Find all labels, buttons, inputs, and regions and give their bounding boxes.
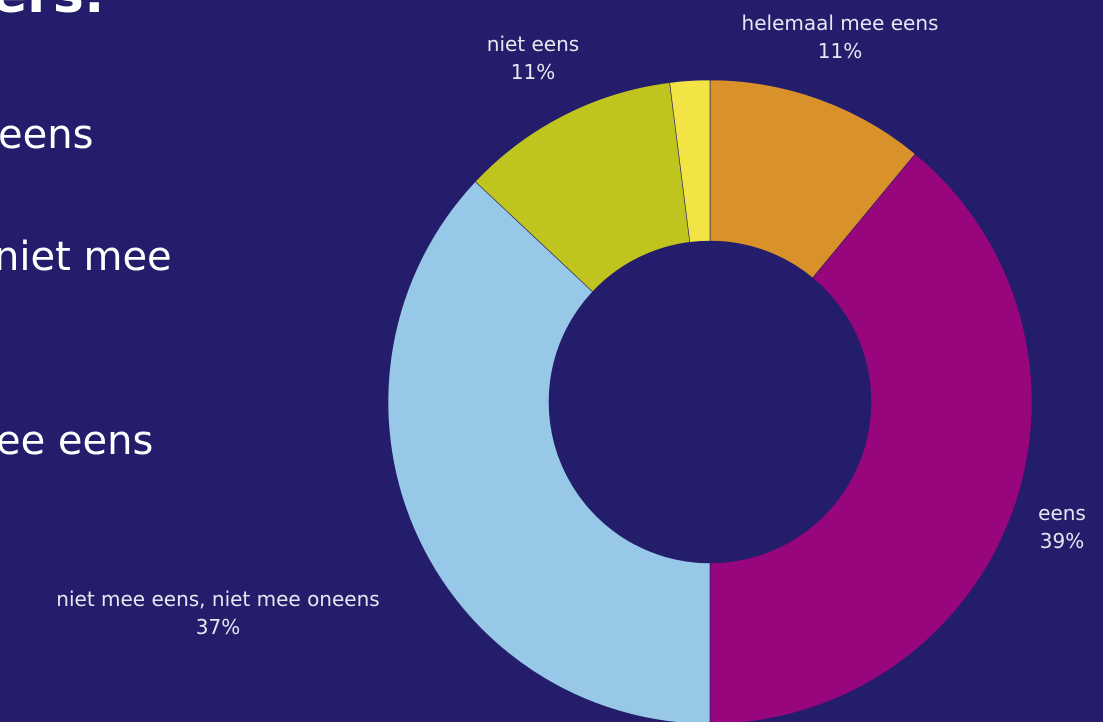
slide-text-panel: ers: eens niet mee ee eens: [0, 0, 430, 722]
slice-label-0: helemaal mee eens: [742, 11, 939, 35]
slide-heading: ers:: [0, 0, 105, 25]
slice-percent-3: 11%: [511, 60, 555, 84]
donut-slices: [387, 79, 1033, 722]
slice-labels: helemaal mee eens 11% eens 39% niet mee eens…: [56, 11, 1086, 639]
answer-option-1: eens: [0, 112, 94, 158]
answer-option-3: ee eens: [0, 418, 154, 464]
answer-option-2: niet mee: [0, 234, 172, 280]
donut-hole: [549, 241, 871, 563]
slice-percent-0: 11%: [818, 39, 862, 63]
slice-percent-1: 39%: [1040, 529, 1084, 553]
slice-label-2: niet mee eens, niet mee oneens: [56, 587, 379, 611]
slice-label-3: niet eens: [487, 32, 579, 56]
slice-label-1: eens: [1038, 501, 1086, 525]
slice-percent-2: 37%: [196, 615, 240, 639]
